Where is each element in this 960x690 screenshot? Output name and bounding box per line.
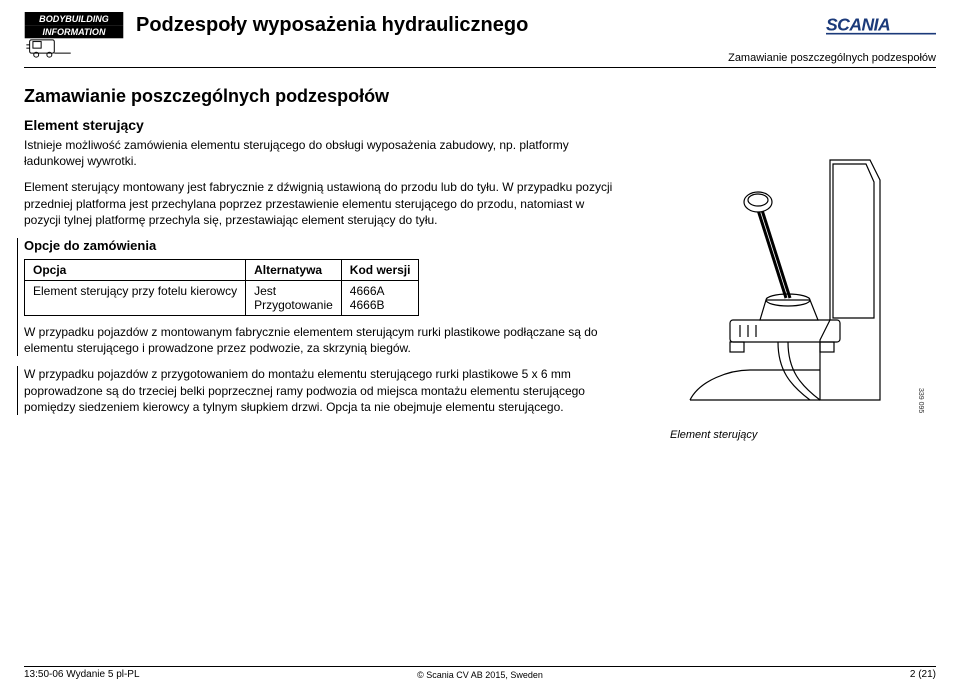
table-cell-alternatywa: Jest Przygotowanie: [246, 280, 342, 315]
table-header-row: Opcja Alternatywa Kod wersji: [25, 259, 419, 280]
bodybuilding-info-badge: BODYBUILDING INFORMATION: [24, 12, 124, 63]
document-title: Podzespoły wyposażenia hydraulicznego: [136, 14, 814, 37]
table-cell-opcja: Element sterujący przy fotelu kierowcy: [25, 280, 246, 315]
paragraph-2: Element sterujący montowany jest fabrycz…: [24, 179, 624, 228]
table-header-kod: Kod wersji: [341, 259, 419, 280]
section-title: Zamawianie poszczególnych podzespołów: [24, 86, 936, 107]
subsection-title: Element sterujący: [24, 117, 624, 133]
table-header-opcja: Opcja: [25, 259, 246, 280]
footer-center: © Scania CV AB 2015, Sweden: [417, 670, 543, 680]
table-cell-kod: 4666A 4666B: [341, 280, 419, 315]
figure-reference-number: 339 095: [917, 388, 924, 413]
options-table: Opcja Alternatywa Kod wersji Element ste…: [24, 259, 419, 316]
header-rule: [24, 67, 936, 68]
figure-control-element: 339 095 Element sterujący: [670, 150, 920, 441]
paragraph-4: W przypadku pojazdów z przygotowaniem do…: [24, 366, 624, 415]
footer-right: 2 (21): [910, 669, 936, 680]
paragraph-3: W przypadku pojazdów z montowanym fabryc…: [24, 324, 624, 356]
table-header-alternatywa: Alternatywa: [246, 259, 342, 280]
page-footer: 13:50-06 Wydanie 5 pl-PL © Scania CV AB …: [24, 666, 936, 680]
badge-bottom-text: INFORMATION: [43, 27, 106, 37]
scania-logo: SCANIA: [826, 12, 936, 45]
header-subtitle-right: Zamawianie poszczególnych podzespołów: [728, 52, 936, 64]
svg-text:SCANIA: SCANIA: [826, 14, 890, 34]
options-title: Opcje do zamówienia: [24, 238, 624, 253]
paragraph-1: Istnieje możliwość zamówienia elementu s…: [24, 137, 624, 169]
table-row: Element sterujący przy fotelu kierowcy J…: [25, 280, 419, 315]
footer-left: 13:50-06 Wydanie 5 pl-PL: [24, 669, 140, 680]
figure-caption: Element sterujący: [670, 429, 920, 441]
badge-top-text: BODYBUILDING: [39, 14, 109, 24]
